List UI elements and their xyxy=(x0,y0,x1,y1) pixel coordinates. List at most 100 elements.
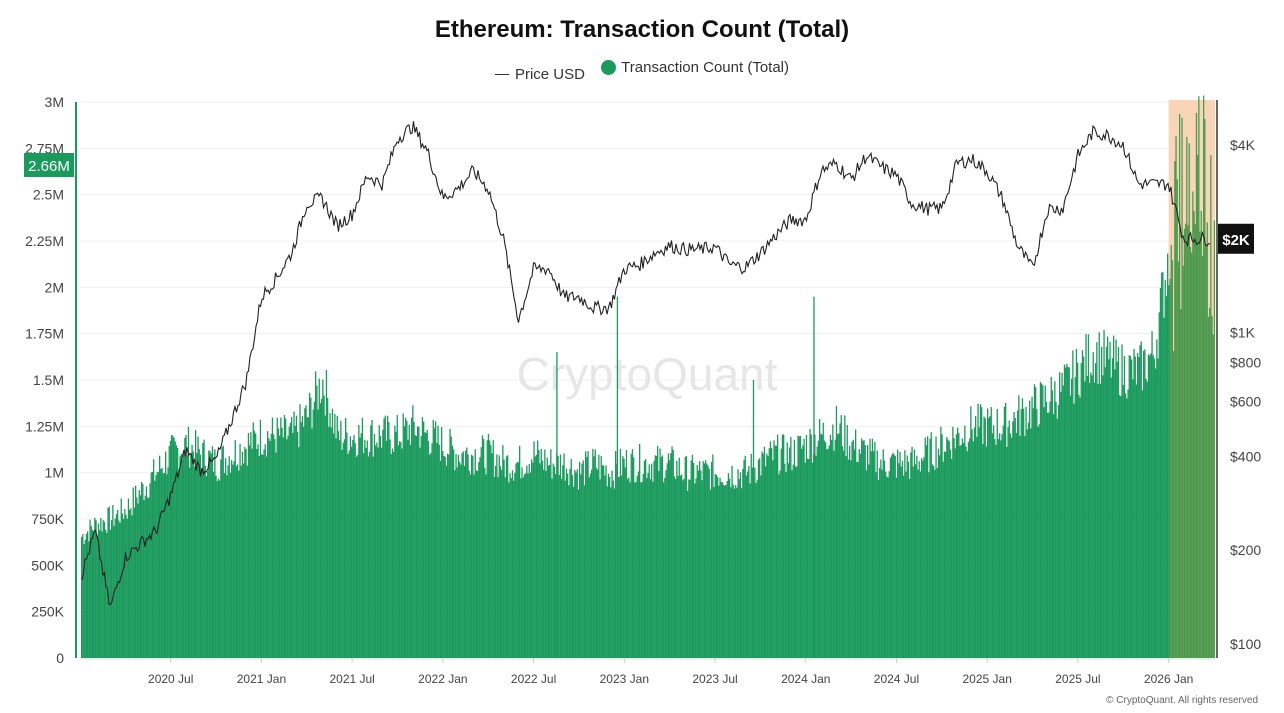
tx-bar xyxy=(257,444,259,658)
tx-bar xyxy=(821,434,823,658)
tx-bar xyxy=(433,428,436,658)
tx-bar xyxy=(431,443,433,658)
tx-bar xyxy=(297,431,299,658)
tx-bar xyxy=(267,431,269,658)
tx-bar xyxy=(455,454,457,658)
tx-bar xyxy=(988,418,990,658)
tx-bar xyxy=(471,454,473,658)
tx-bar xyxy=(1197,155,1199,658)
tx-bar xyxy=(1200,210,1202,658)
tx-bar xyxy=(1079,397,1081,658)
tx-bar xyxy=(376,442,378,658)
tx-bar xyxy=(1123,356,1126,658)
tx-bar xyxy=(99,530,101,658)
tx-bar xyxy=(544,449,546,658)
tx-bar xyxy=(526,465,528,658)
tx-bar xyxy=(262,454,264,658)
tx-bar xyxy=(1153,358,1156,658)
tx-bar xyxy=(1012,421,1014,658)
tx-bar xyxy=(94,517,96,658)
tx-bar xyxy=(450,436,452,658)
legend-item-price[interactable]: Price USD xyxy=(494,66,585,83)
tx-bar xyxy=(597,469,599,658)
tx-bar xyxy=(220,459,222,658)
tx-bar xyxy=(1093,382,1096,658)
tx-bar xyxy=(539,463,541,658)
tx-bar xyxy=(211,446,214,658)
tx-bar xyxy=(221,447,223,658)
tx-bar xyxy=(178,469,180,658)
tx-bar xyxy=(925,445,928,658)
tx-bar xyxy=(1105,346,1108,658)
tx-bar xyxy=(1206,222,1208,658)
tx-bar xyxy=(778,474,780,658)
tx-bar xyxy=(421,417,424,658)
tx-bar xyxy=(1163,317,1165,658)
tx-bar xyxy=(397,445,400,658)
tx-bar xyxy=(1125,393,1127,658)
tx-bar xyxy=(466,447,468,658)
tx-bar xyxy=(311,428,313,658)
tx-bar xyxy=(180,454,182,658)
tx-bar xyxy=(676,460,678,658)
tx-bar xyxy=(571,475,574,658)
tx-bar xyxy=(659,448,661,658)
tx-bar xyxy=(289,422,292,658)
tx-bar xyxy=(107,507,109,658)
tx-bar xyxy=(419,447,421,658)
tx-bar xyxy=(525,473,527,658)
tx-bar xyxy=(1151,331,1153,658)
tx-bar xyxy=(261,454,263,658)
tx-bar xyxy=(461,453,463,658)
tx-bar xyxy=(1152,355,1154,658)
tx-bar xyxy=(1083,356,1085,658)
tx-bar xyxy=(961,438,964,658)
tx-bar xyxy=(683,478,685,658)
tx-bar xyxy=(977,403,979,658)
tx-bar xyxy=(1053,414,1055,658)
tx-bar xyxy=(741,488,743,658)
tx-bar xyxy=(229,472,232,658)
tx-bar xyxy=(889,457,892,658)
tx-bar xyxy=(819,418,821,658)
tx-bar xyxy=(922,460,924,658)
tx-bar xyxy=(861,438,863,658)
tx-bar xyxy=(574,469,576,658)
tx-bar xyxy=(341,449,343,658)
tx-bar xyxy=(325,370,328,658)
tx-bar xyxy=(1104,367,1106,658)
tx-bar xyxy=(532,462,534,658)
tx-bar xyxy=(103,521,106,658)
tx-bar xyxy=(1039,381,1042,658)
tx-bar xyxy=(893,454,895,658)
tx-bar xyxy=(689,479,691,658)
tx-bar xyxy=(288,426,290,658)
tx-bar xyxy=(1051,390,1054,658)
tx-bar xyxy=(1057,405,1060,658)
tx-bar xyxy=(971,429,973,658)
tx-bar xyxy=(721,482,724,658)
tx-bar xyxy=(747,471,749,658)
tx-bar xyxy=(724,485,726,658)
tx-bar xyxy=(209,451,211,658)
tx-bar xyxy=(904,450,906,658)
tx-bar xyxy=(321,398,323,658)
tx-bar xyxy=(411,417,413,658)
tx-bar xyxy=(358,424,360,658)
tx-bar xyxy=(303,426,305,658)
tx-bar xyxy=(317,409,319,658)
tx-bar xyxy=(763,446,766,658)
tx-bar xyxy=(768,448,770,658)
tx-bar xyxy=(927,436,929,658)
tx-bar xyxy=(191,444,193,658)
tx-bar xyxy=(1015,433,1018,658)
tx-bar xyxy=(559,454,562,658)
tx-bar xyxy=(175,445,178,658)
tx-bar xyxy=(1056,418,1058,658)
tx-bar xyxy=(756,480,758,658)
tx-bar xyxy=(425,432,427,658)
tx-bar xyxy=(415,435,418,658)
tx-bar xyxy=(804,462,806,658)
legend-item-tx[interactable]: Transaction Count (Total) xyxy=(601,59,789,76)
tx-bar xyxy=(414,435,416,658)
